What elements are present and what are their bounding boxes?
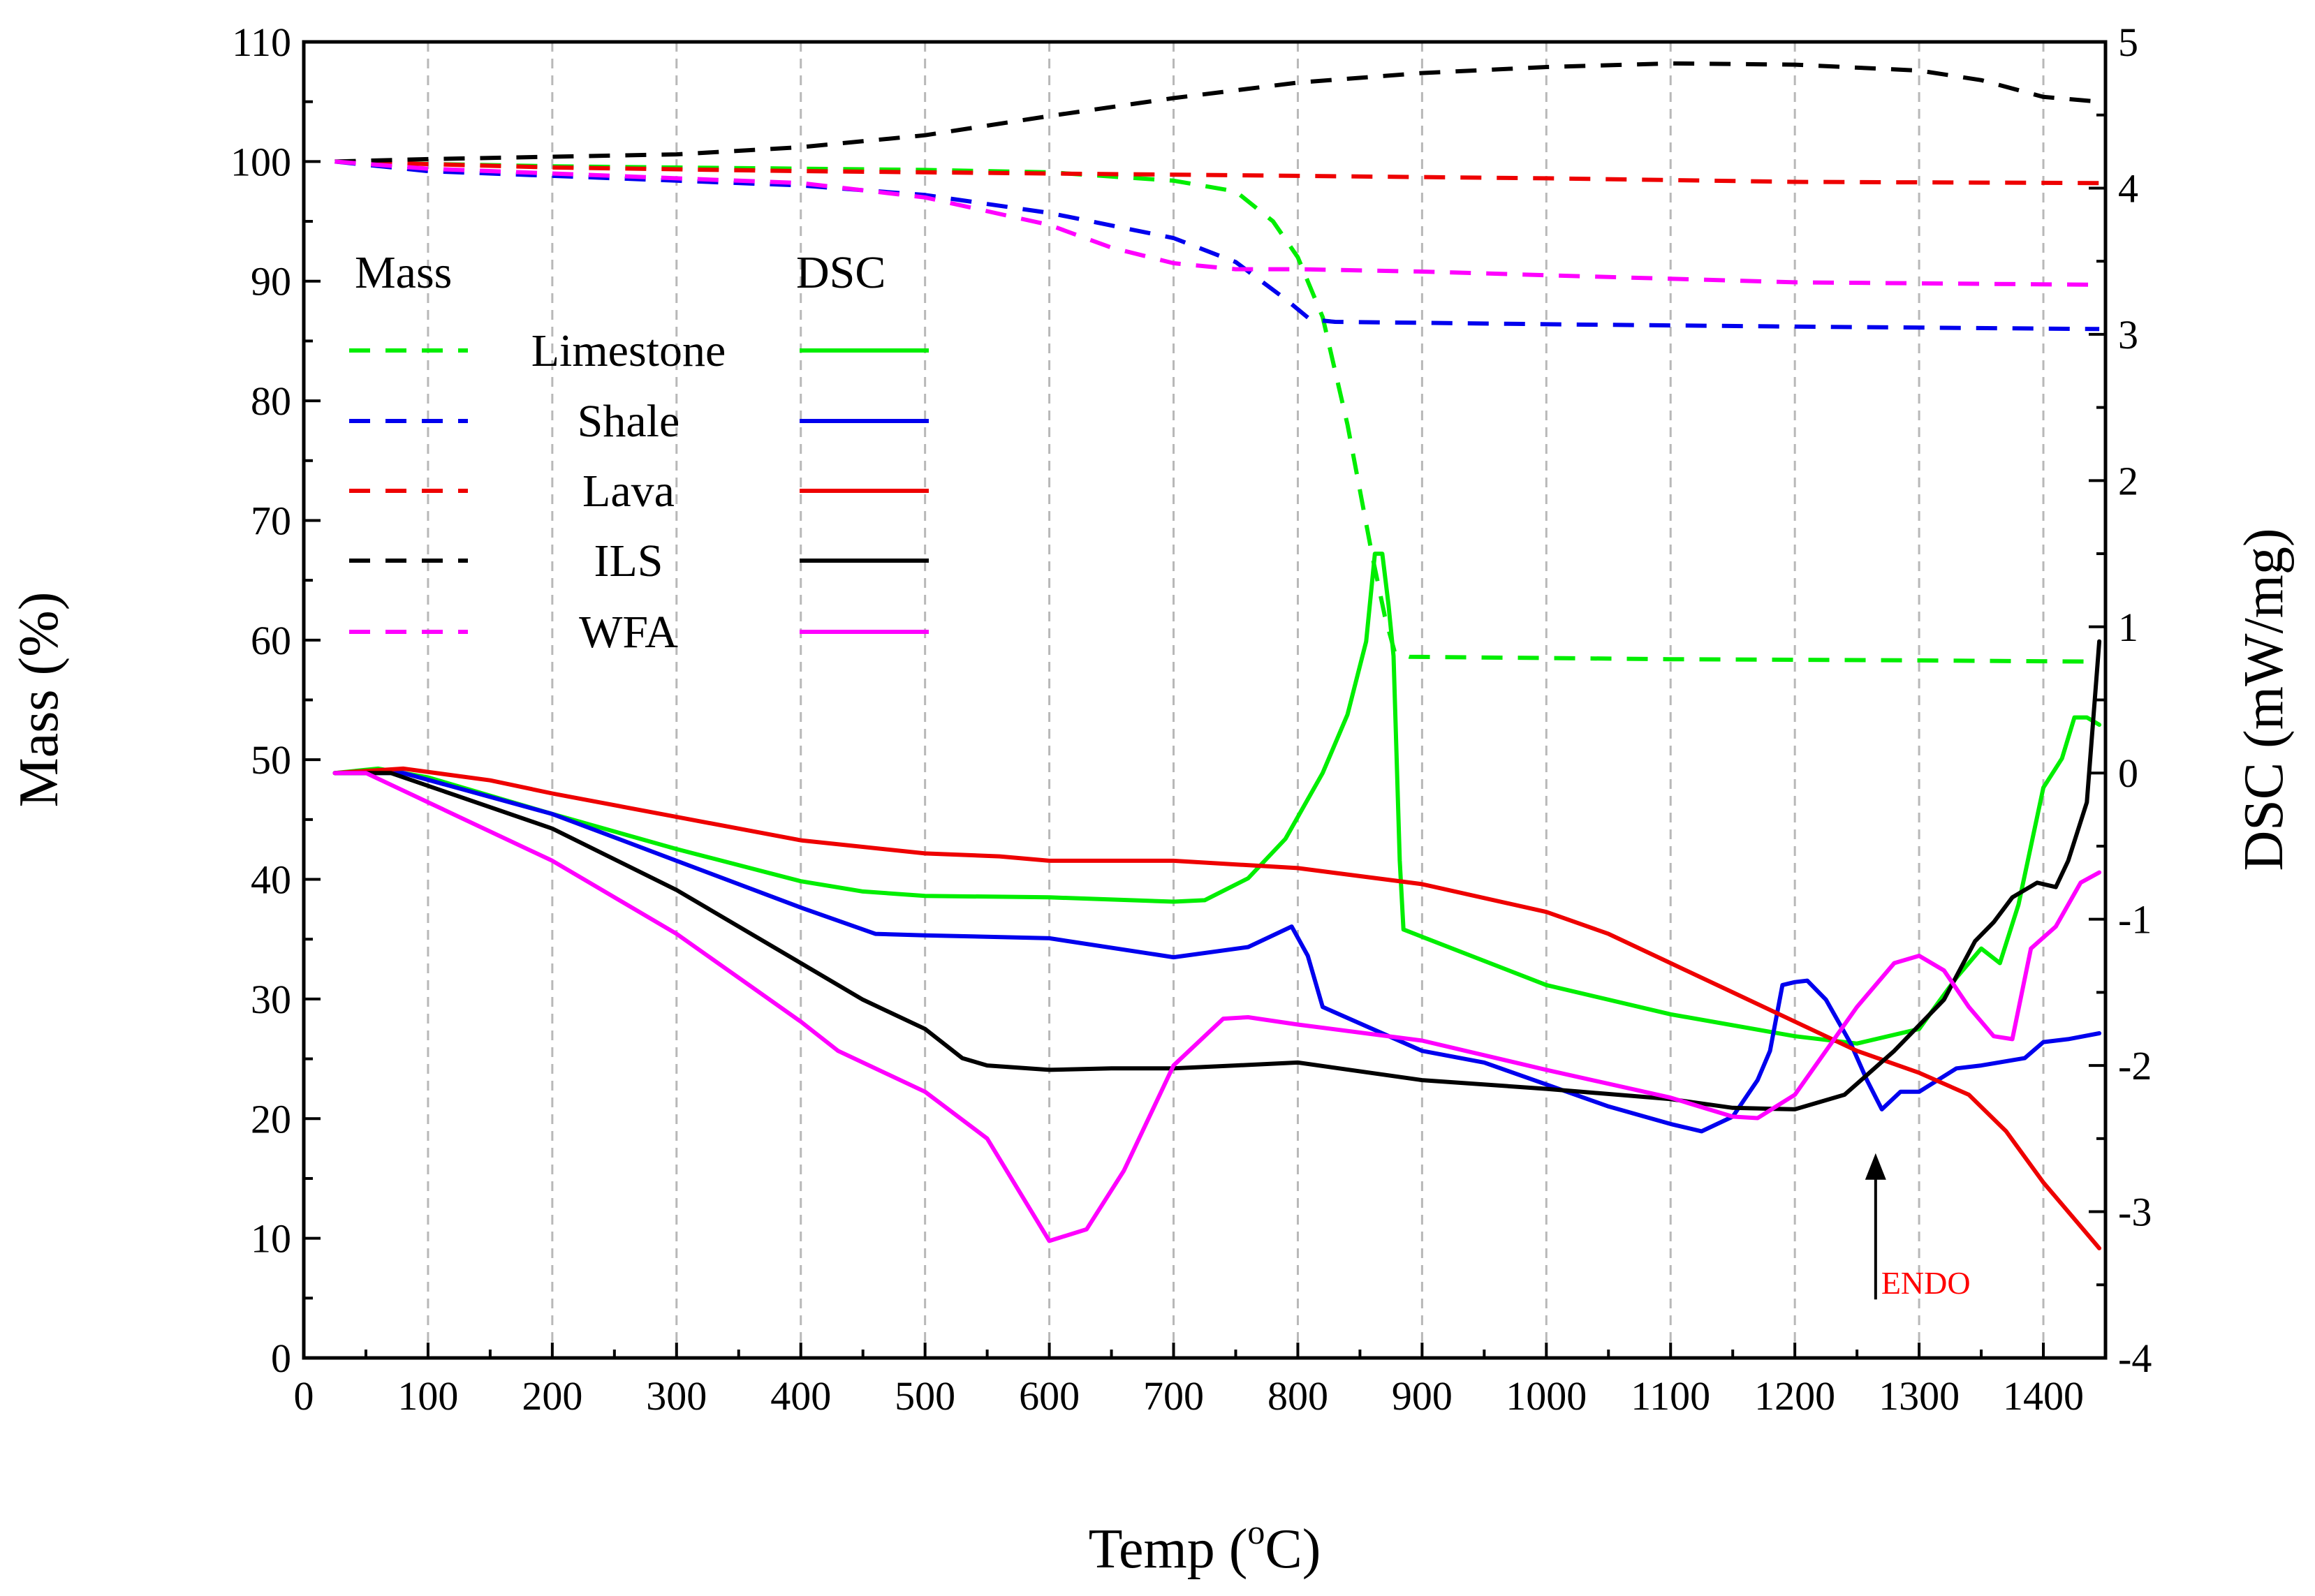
y-right-tick-label: -4 [2118, 1336, 2152, 1381]
x-tick-label: 700 [1143, 1373, 1204, 1419]
legend-label-shale: Shale [578, 396, 680, 447]
y-left-tick-label: 50 [251, 737, 291, 783]
y-right-tick-label: 2 [2118, 458, 2138, 503]
x-tick-label: 600 [1019, 1373, 1080, 1419]
y-left-tick-label: 30 [251, 977, 291, 1022]
legend-mass-header: Mass [355, 247, 452, 298]
y-left-tick-label: 40 [251, 857, 291, 903]
x-tick-label: 1100 [1631, 1373, 1710, 1419]
endo-arrow-head [1865, 1153, 1886, 1180]
endo-label: ENDO [1881, 1265, 1971, 1301]
x-tick-label: 0 [294, 1373, 314, 1419]
y-right-tick-label: -3 [2118, 1190, 2152, 1235]
legend-label-wfa: WFA [579, 607, 678, 658]
y-left-tick-label: 80 [251, 378, 291, 424]
series-wfa-mass [335, 159, 2100, 287]
y-left-tick-label: 100 [230, 139, 291, 184]
y-right-tick-label: 4 [2118, 165, 2138, 211]
series-shale-dsc [332, 771, 2102, 1134]
series-wfa-dsc [332, 771, 2102, 1243]
x-tick-label: 100 [397, 1373, 458, 1419]
y-right-tick-label: 1 [2118, 605, 2138, 650]
x-tick-label: 1400 [2003, 1373, 2084, 1419]
y-right-tick-label: -1 [2118, 897, 2152, 943]
x-tick-label: 1200 [1754, 1373, 1835, 1419]
x-axis-title: Temp (oC) [1089, 1512, 1321, 1580]
y-axis-right-title: DSC (mW/mg) [2233, 528, 2295, 871]
legend: Mass DSC Limestone Shale Lava ILS WFA [349, 247, 929, 658]
legend-dsc-header: DSC [796, 247, 885, 298]
y-left-tick-label: 110 [232, 20, 291, 65]
x-tick-label: 900 [1392, 1373, 1453, 1419]
x-tick-label: 200 [522, 1373, 582, 1419]
x-tick-label: 1000 [1506, 1373, 1587, 1419]
y-left-tick-label: 70 [251, 498, 291, 543]
y-axis-left-title: Mass (%) [8, 592, 70, 808]
y-left-tick-label: 60 [251, 618, 291, 663]
y-right-tick-label: 5 [2118, 20, 2138, 65]
series-lava-mass [335, 159, 2100, 186]
endo-annotation: ENDO [1865, 1153, 1971, 1301]
x-tick-label: 800 [1267, 1373, 1328, 1419]
y-right-tick-label: 3 [2118, 312, 2138, 357]
y-left-tick-label: 20 [251, 1096, 291, 1141]
legend-label-lava: Lava [582, 466, 675, 517]
y-right-tick-label: 0 [2118, 751, 2138, 796]
legend-entries: Limestone Shale Lava ILS WFA [349, 325, 929, 658]
y-left-tick-label: 0 [271, 1336, 291, 1381]
axis-ticks: 0 100 200 300 400 500 600 700 800 900 1000 1100 1200… [230, 20, 2152, 1419]
series-limestone-dsc [332, 552, 2102, 1046]
x-tick-label: 400 [770, 1373, 831, 1419]
y-left-tick-label: 90 [251, 259, 291, 304]
series-layer [332, 61, 2102, 1250]
series-lava-dsc [332, 766, 2102, 1250]
y-right-tick-label: -2 [2118, 1043, 2152, 1088]
x-axis-title-superscript: o [1247, 1512, 1265, 1551]
x-tick-label: 1300 [1879, 1373, 1960, 1419]
series-ils-mass [335, 61, 2100, 164]
legend-label-ils: ILS [594, 535, 663, 586]
x-tick-label: 500 [895, 1373, 955, 1419]
legend-label-limestone: Limestone [531, 325, 726, 376]
y-left-tick-label: 10 [251, 1216, 291, 1262]
x-tick-label: 300 [646, 1373, 707, 1419]
series-ils-dsc [332, 639, 2102, 1111]
x-axis-title-end: C) [1265, 1519, 1321, 1580]
series-shale-mass [335, 159, 2100, 332]
